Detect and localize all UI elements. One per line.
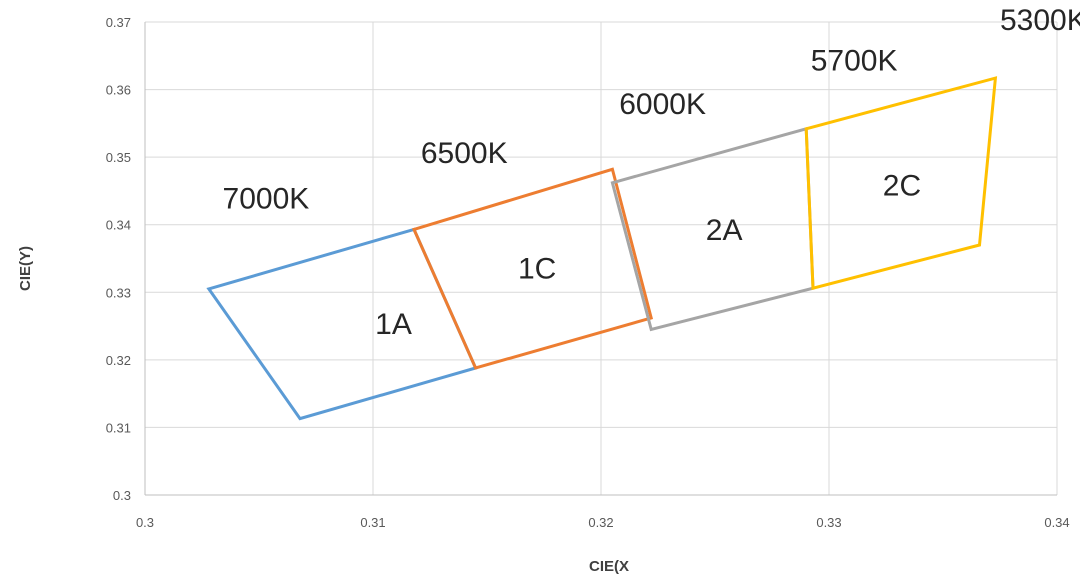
- y-tick-label: 0.36: [106, 83, 131, 98]
- cct-label-7000k: 7000K: [223, 182, 310, 215]
- x-tick-label: 0.3: [136, 515, 154, 530]
- x-axis-title: CIE(X: [589, 558, 629, 575]
- y-tick-label: 0.33: [106, 285, 131, 300]
- x-tick-label: 0.34: [1044, 515, 1069, 530]
- region-label-1a: 1A: [375, 308, 412, 341]
- region-labels: 1A 1C 2A 2C: [375, 169, 921, 341]
- cct-label-5300k: 5300K: [1000, 4, 1080, 37]
- region-label-2a: 2A: [706, 214, 743, 247]
- y-tick-label: 0.34: [106, 218, 131, 233]
- cct-label-5700k: 5700K: [811, 45, 898, 78]
- cct-annotations: 7000K 6500K 6000K 5700K 5300K: [223, 4, 1080, 215]
- y-tick-label: 0.31: [106, 420, 131, 435]
- region-1c: [411, 167, 654, 370]
- axes: [144, 22, 1057, 496]
- y-axis-title: CIE(Y): [17, 246, 34, 291]
- tick-labels: 0.3 0.31 0.32 0.33 0.34 0.3 0.31 0.32 0.33 0.34 0.…: [106, 15, 1070, 530]
- region-label-1c: 1C: [518, 253, 556, 286]
- cct-label-6500k: 6500K: [421, 137, 508, 170]
- y-tick-label: 0.3: [113, 488, 131, 503]
- y-tick-label: 0.37: [106, 15, 131, 30]
- cct-label-6000k: 6000K: [619, 88, 706, 121]
- region-1a: [206, 227, 478, 421]
- x-tick-label: 0.31: [360, 515, 385, 530]
- region-2c: [804, 76, 998, 291]
- y-tick-label: 0.32: [106, 353, 131, 368]
- region-label-2c: 2C: [883, 169, 921, 202]
- grid-lines: [145, 21, 1058, 495]
- bin-regions: [206, 76, 998, 421]
- x-tick-label: 0.32: [588, 515, 613, 530]
- x-tick-label: 0.33: [816, 515, 841, 530]
- y-tick-label: 0.35: [106, 150, 131, 165]
